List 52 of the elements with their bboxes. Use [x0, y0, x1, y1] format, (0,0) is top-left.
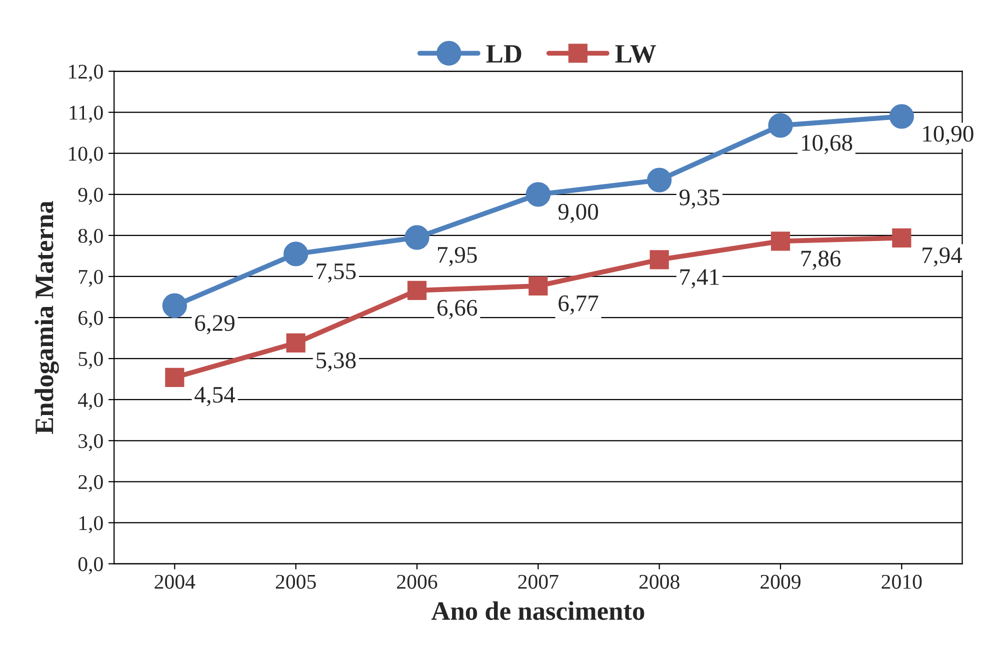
y-tick-label: 7,0	[78, 270, 103, 287]
y-tick-label: 6,0	[78, 310, 103, 328]
y-tick-label: 11,0	[70, 106, 103, 123]
data-label: 7,95	[438, 246, 477, 266]
data-label: 7,86	[801, 250, 841, 270]
x-tick-label: 2005	[276, 574, 316, 589]
data-label: 7,41	[680, 269, 719, 288]
data-label: 10,90	[923, 126, 974, 146]
data-label: 10,68	[802, 134, 852, 154]
point	[892, 228, 912, 248]
x-tick-label: 2007	[518, 574, 558, 589]
x-tick-label: 2010	[882, 574, 922, 589]
y-tick-label: 5,0	[78, 352, 103, 369]
point	[286, 333, 306, 353]
data-label: 7,94	[922, 247, 962, 267]
y-tick-label: 3,0	[78, 434, 103, 452]
point	[162, 293, 187, 318]
point	[528, 276, 548, 296]
legend-label: LD	[486, 45, 522, 63]
data-label: 6,66	[437, 300, 478, 320]
y-tick-label: 10,0	[69, 146, 103, 164]
y-tick-label: 12,0	[69, 64, 103, 82]
point	[165, 368, 184, 387]
data-label: 5,38	[316, 352, 356, 372]
y-tick-label: 0,0	[78, 557, 103, 574]
x-tick-label: 2006	[397, 574, 438, 589]
point	[647, 168, 672, 192]
y-tick-label: 8,0	[78, 228, 103, 246]
x-tick-label: 2008	[639, 574, 680, 589]
data-label: 9,35	[680, 190, 720, 209]
y-tick-label: 9,0	[78, 188, 103, 205]
point	[407, 280, 427, 300]
data-label: 4,54	[194, 387, 236, 406]
y-tick-label: 2,0	[78, 475, 103, 492]
point	[770, 232, 790, 251]
legend-label: LW	[615, 45, 656, 63]
point	[526, 182, 550, 207]
x-tick-label: 2009	[760, 574, 800, 589]
data-label: 7,55	[316, 264, 356, 283]
point	[404, 225, 430, 250]
data-label: 9,00	[558, 204, 598, 224]
data-label: 6,77	[558, 295, 598, 315]
x-tick-label: 2004	[154, 574, 196, 589]
point	[284, 242, 308, 266]
y-tick-label: 1,0	[79, 516, 103, 534]
data-label: 6,29	[195, 315, 234, 334]
y-axis-title: Endogamia Materna	[34, 201, 59, 434]
point	[768, 113, 793, 138]
point	[889, 104, 914, 129]
y-tick-label: 4,0	[78, 392, 103, 410]
point	[650, 250, 669, 270]
x-axis-title: Ano de nascimento	[431, 601, 644, 620]
